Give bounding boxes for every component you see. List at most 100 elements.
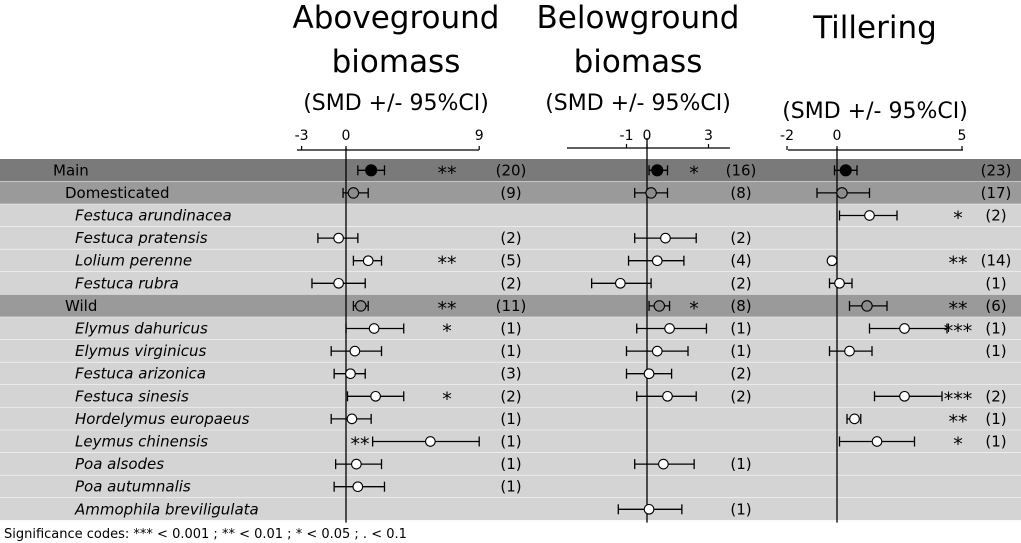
panel-title-line: Tillering xyxy=(812,10,937,46)
axis-tick-label: 3 xyxy=(704,128,713,144)
estimate-group: *** (2) xyxy=(873,387,1007,410)
point-estimate xyxy=(614,277,626,289)
estimate-group: * (16) xyxy=(648,161,756,184)
estimate-group: (1) xyxy=(828,274,1007,292)
significance-code: ** xyxy=(949,253,968,275)
significance-code: * xyxy=(442,388,452,410)
point-estimate xyxy=(425,436,436,447)
sample-size-label: (1) xyxy=(730,320,751,338)
sample-size-label: (1) xyxy=(500,478,521,496)
row-label: Hordelymus europaeus xyxy=(75,410,250,428)
panel-title-line: Aboveground xyxy=(293,0,500,36)
sample-size-label: (4) xyxy=(730,252,751,270)
point-estimate xyxy=(345,368,356,380)
row-band-species xyxy=(0,498,1021,522)
sample-size-label: (9) xyxy=(500,184,521,202)
point-estimate xyxy=(352,481,364,493)
estimate-group: ** (1) xyxy=(351,433,522,456)
estimate-group: (1) xyxy=(617,500,752,518)
sample-size-label: (2) xyxy=(985,387,1006,405)
estimate-group: (1) xyxy=(330,410,522,428)
point-estimate xyxy=(651,255,663,267)
estimate-group: ** (20) xyxy=(357,161,527,184)
row-label: Poa autumnalis xyxy=(75,478,191,496)
panel-header-1: Aboveground biomass (SMD +/- 95%CI) -3 0 9 xyxy=(293,0,500,523)
point-estimate xyxy=(651,164,664,177)
axis-tick-label: -2 xyxy=(780,128,794,144)
point-estimate xyxy=(864,210,875,221)
row-band-species xyxy=(0,204,1021,228)
significance-code: ** xyxy=(438,298,457,320)
row-band-group xyxy=(0,294,1021,318)
estimate-group: (2) xyxy=(317,229,522,247)
significance-code: * xyxy=(442,321,452,343)
sample-size-label: (8) xyxy=(730,297,751,315)
point-estimate xyxy=(346,413,358,425)
sample-size-label: (1) xyxy=(985,342,1006,360)
sample-size-label: (23) xyxy=(981,161,1012,179)
sample-size-label: (1) xyxy=(730,342,751,360)
estimate-group: (2) xyxy=(591,274,752,292)
row-label: Poa alsodes xyxy=(75,455,164,473)
estimate-group: ** (1) xyxy=(846,410,1007,433)
sample-size-label: (1) xyxy=(500,342,521,360)
point-estimate xyxy=(653,300,666,312)
point-estimate xyxy=(899,390,910,402)
panel-title-line: biomass xyxy=(332,44,461,80)
sample-size-label: (2) xyxy=(730,274,751,292)
estimate-group: (8) xyxy=(634,184,752,202)
estimate-group: (2) xyxy=(311,274,522,292)
axis-tick-label: 0 xyxy=(342,128,351,144)
sample-size-label: (1) xyxy=(985,410,1006,428)
row-band-group xyxy=(0,181,1021,205)
point-estimate xyxy=(333,277,344,289)
panel-subtitle: (SMD +/- 95%CI) xyxy=(303,91,489,116)
sample-size-label: (20) xyxy=(496,161,527,179)
sample-size-label: (1) xyxy=(985,433,1006,451)
panel-subtitle: (SMD +/- 95%CI) xyxy=(782,99,968,124)
row-band-species xyxy=(0,272,1021,296)
row-label: Domesticated xyxy=(65,184,170,202)
significance-code: * xyxy=(953,434,963,456)
estimate-group: * (8) xyxy=(648,297,752,320)
sample-size-label: (6) xyxy=(985,297,1006,315)
significance-code: * xyxy=(953,208,963,230)
panel-subtitle: (SMD +/- 95%CI) xyxy=(545,91,731,116)
sample-size-label: (3) xyxy=(500,365,521,383)
estimate-group: (1) xyxy=(330,342,522,360)
estimate-group: (9) xyxy=(342,184,522,202)
point-estimate xyxy=(643,503,655,515)
axis-tick-label: 9 xyxy=(475,128,484,144)
estimate-group: (2) xyxy=(634,229,752,247)
panel-header-2: Belowground biomass (SMD +/- 95%CI) -1 0 3 xyxy=(537,0,740,523)
sample-size-label: (17) xyxy=(981,184,1012,202)
estimate-group: (2) xyxy=(636,387,752,405)
point-estimate xyxy=(347,187,360,199)
significance-code: * xyxy=(689,162,699,184)
sample-size-label: (2) xyxy=(985,207,1006,225)
point-estimate xyxy=(362,255,374,267)
estimate-group: (4) xyxy=(627,252,752,270)
row-label: Festuca arizonica xyxy=(75,365,206,383)
significance-footnote: Significance codes: *** < 0.001 ; ** < 0… xyxy=(4,527,407,542)
significance-code: *** xyxy=(944,388,973,410)
row-label: Festuca sinesis xyxy=(75,387,189,405)
panel-title-line: Belowground xyxy=(537,0,740,36)
point-estimate xyxy=(643,368,655,380)
row-band-species xyxy=(0,385,1021,409)
row-label: Leymus chinensis xyxy=(75,433,208,451)
point-estimate xyxy=(370,390,381,402)
point-estimate xyxy=(365,164,378,177)
estimate-group: ** (5) xyxy=(352,252,522,275)
point-estimate xyxy=(871,436,883,447)
sample-size-label: (8) xyxy=(730,184,751,202)
point-estimate xyxy=(355,300,367,312)
sample-size-label: (1) xyxy=(500,455,521,473)
estimate-group: (23) xyxy=(833,161,1012,179)
row-label: Festuca pratensis xyxy=(75,229,208,247)
point-estimate xyxy=(899,323,910,334)
sample-size-label: (14) xyxy=(981,252,1012,270)
row-band-species xyxy=(0,339,1021,363)
point-estimate xyxy=(836,187,848,199)
row-band-main xyxy=(0,159,1021,183)
